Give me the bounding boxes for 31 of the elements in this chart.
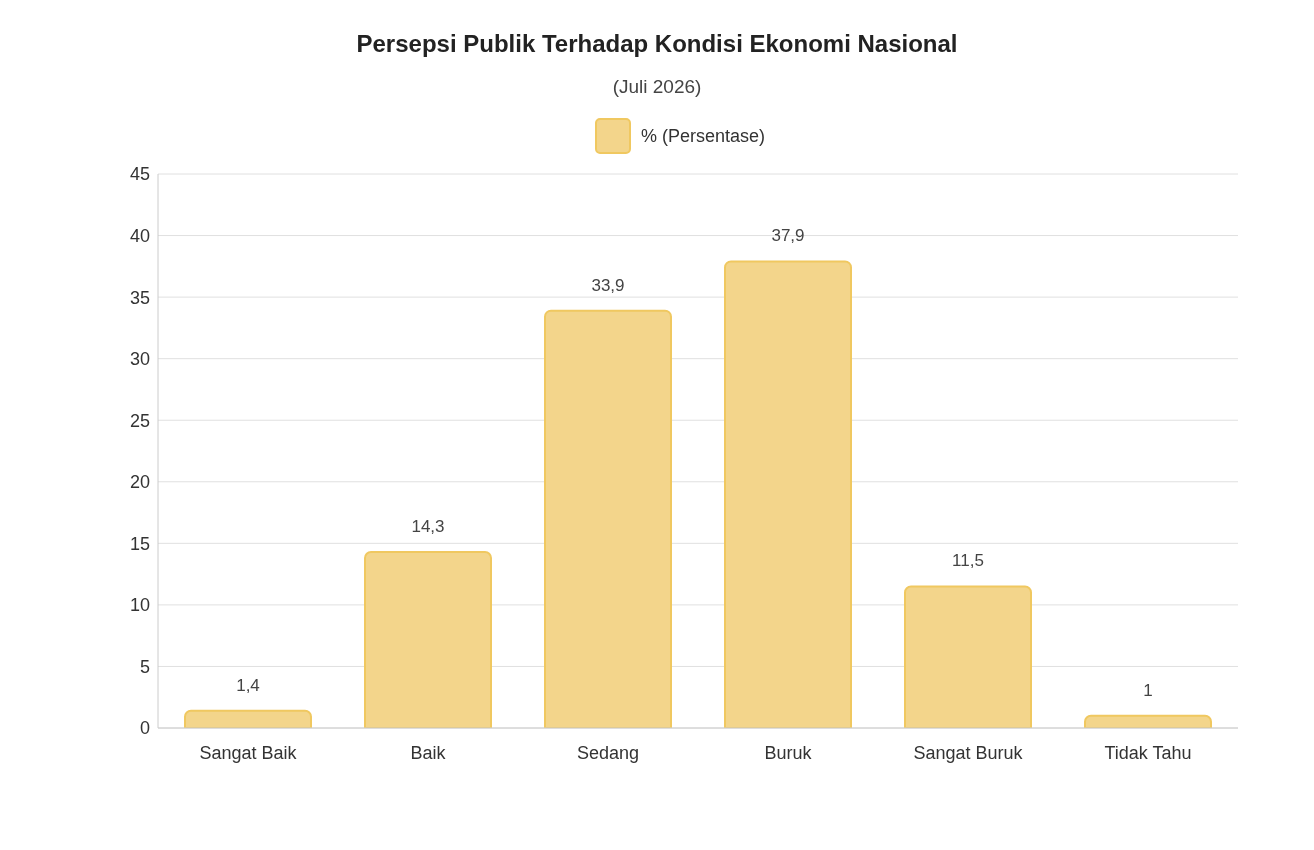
bar bbox=[724, 260, 852, 728]
text: 11,5 bbox=[952, 551, 984, 571]
y-tick-label: 40 bbox=[129, 225, 150, 246]
bar bbox=[544, 309, 672, 728]
x-tick-label: Sedang bbox=[576, 742, 640, 763]
y-tick-label: 30 bbox=[129, 349, 150, 370]
x-tick-label: Baik bbox=[410, 742, 447, 763]
text: 14,3 bbox=[411, 516, 445, 536]
bar bbox=[1084, 714, 1212, 728]
bar bbox=[904, 585, 1032, 728]
text: 1 bbox=[1143, 680, 1153, 700]
chart-title: Persepsi Publik Terhadap Kondisi Ekonomi Nasional bbox=[355, 29, 959, 58]
y-tick-label: 25 bbox=[129, 410, 150, 431]
y-tick-label: 20 bbox=[129, 472, 150, 493]
chart-subtitle: (Juli 2026) bbox=[611, 76, 703, 98]
legend-label: % (Persentase) bbox=[640, 125, 766, 147]
y-tick-label: 35 bbox=[129, 287, 150, 308]
y-tick-label: 5 bbox=[139, 656, 150, 677]
x-tick-label: Sangat Baik bbox=[199, 742, 298, 763]
x-tick-label: Sangat Buruk bbox=[913, 742, 1024, 763]
y-tick-label: 0 bbox=[139, 718, 150, 739]
text: 33,9 bbox=[591, 275, 625, 295]
text: 1,4 bbox=[236, 675, 260, 695]
y-tick-label: 45 bbox=[129, 164, 150, 185]
text: 37,9 bbox=[771, 226, 805, 246]
y-tick-label: 10 bbox=[129, 595, 150, 616]
bar bbox=[364, 550, 492, 728]
bar bbox=[184, 709, 312, 728]
y-tick-label: 15 bbox=[129, 533, 150, 554]
x-tick-label: Buruk bbox=[764, 742, 813, 763]
x-tick-label: Tidak Tahu bbox=[1104, 742, 1192, 763]
